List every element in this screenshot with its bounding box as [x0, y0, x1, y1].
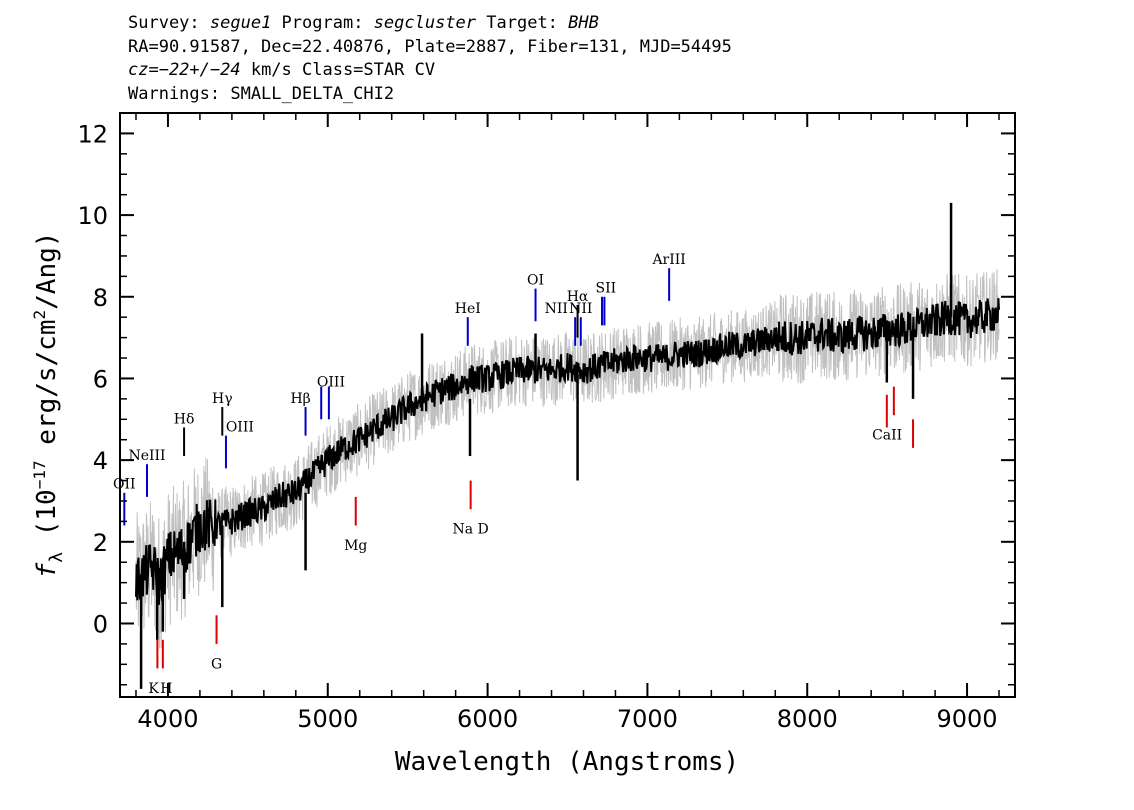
smoothed-flux-series	[135, 298, 1000, 605]
spectral-line-label: NeIII	[128, 448, 165, 464]
x-tick-label: 8000	[777, 705, 838, 733]
header-line-survey: Survey: segue1 Program: segcluster Targe…	[128, 12, 732, 36]
y-axis-title: fλ (10−17 erg/s/cm2/Ang)	[30, 232, 67, 579]
x-tick-label: 9000	[937, 705, 998, 733]
axis-ticks: 4000 5000 6000 7000 8000 9000 0 2 4 6 8 10 12	[77, 112, 1015, 733]
spectral-line-label: HeI	[455, 301, 481, 317]
smoothed-flux-line	[135, 298, 1000, 605]
plot-frame	[119, 112, 1016, 698]
header-line-warnings: Warnings: SMALL_DELTA_CHI2	[128, 83, 395, 104]
spectral-line-markers: OIINeIIIHδHγOIIIHβOIIIHeIOINIIHαNIISIIAr…	[113, 252, 915, 697]
program-label: Program:	[271, 13, 374, 33]
spectral-line-label: CaII	[872, 428, 902, 444]
target-label: Target:	[476, 13, 569, 33]
spectral-line-label: OIII	[226, 420, 254, 436]
flux-spikes	[139, 202, 953, 689]
spectral-line-label: OI	[527, 273, 544, 289]
spectral-line-label: Hγ	[212, 391, 233, 407]
spectral-line-label: OII	[113, 477, 136, 493]
y-tick-label: 4	[93, 447, 108, 475]
y-tick-label: 0	[93, 610, 108, 638]
x-tick-label: 7000	[617, 705, 678, 733]
spectral-line-label: Hα	[567, 289, 589, 305]
target-value: BHB	[568, 13, 599, 33]
spectrum-header: Survey: segue1 Program: segcluster Targe…	[128, 12, 732, 106]
y-tick-label: 6	[93, 365, 108, 393]
spectral-line-label: G	[211, 656, 222, 672]
y-tick-label: 8	[93, 284, 108, 312]
cz-value: cz=−22+/−24	[128, 60, 241, 80]
y-tick-label: 2	[93, 529, 108, 557]
program-value: segcluster	[373, 13, 477, 33]
header-line-coordinates: RA=90.91587, Dec=22.40876, Plate=2887, F…	[128, 36, 732, 57]
spectral-line-label: Mg	[344, 538, 367, 554]
spectral-line-label: K	[148, 681, 159, 697]
spectral-line-label: OIII	[317, 375, 345, 391]
x-tick-label: 4000	[137, 705, 198, 733]
survey-value: segue1	[209, 13, 272, 33]
spectral-line-label: H	[160, 681, 172, 697]
x-tick-label: 6000	[457, 705, 518, 733]
spectral-line-label: Hδ	[174, 411, 195, 427]
spectral-line-label: Na D	[453, 522, 489, 538]
y-tick-label: 12	[77, 120, 108, 148]
spectral-line-label: NII	[569, 301, 592, 317]
x-axis-title: Wavelength (Angstroms)	[395, 747, 739, 777]
y-tick-label: 10	[77, 202, 108, 230]
class-value: km/s Class=STAR CV	[240, 60, 436, 80]
spectral-line-label: ArIII	[651, 252, 685, 268]
header-line-redshift: cz=−22+/−24 km/s Class=STAR CV	[128, 59, 732, 83]
spectral-line-label: SII	[596, 281, 617, 297]
survey-label: Survey:	[128, 13, 210, 33]
spectral-line-label: Hβ	[290, 391, 310, 407]
x-tick-label: 5000	[297, 705, 358, 733]
spectral-line-label: NII	[545, 301, 568, 317]
